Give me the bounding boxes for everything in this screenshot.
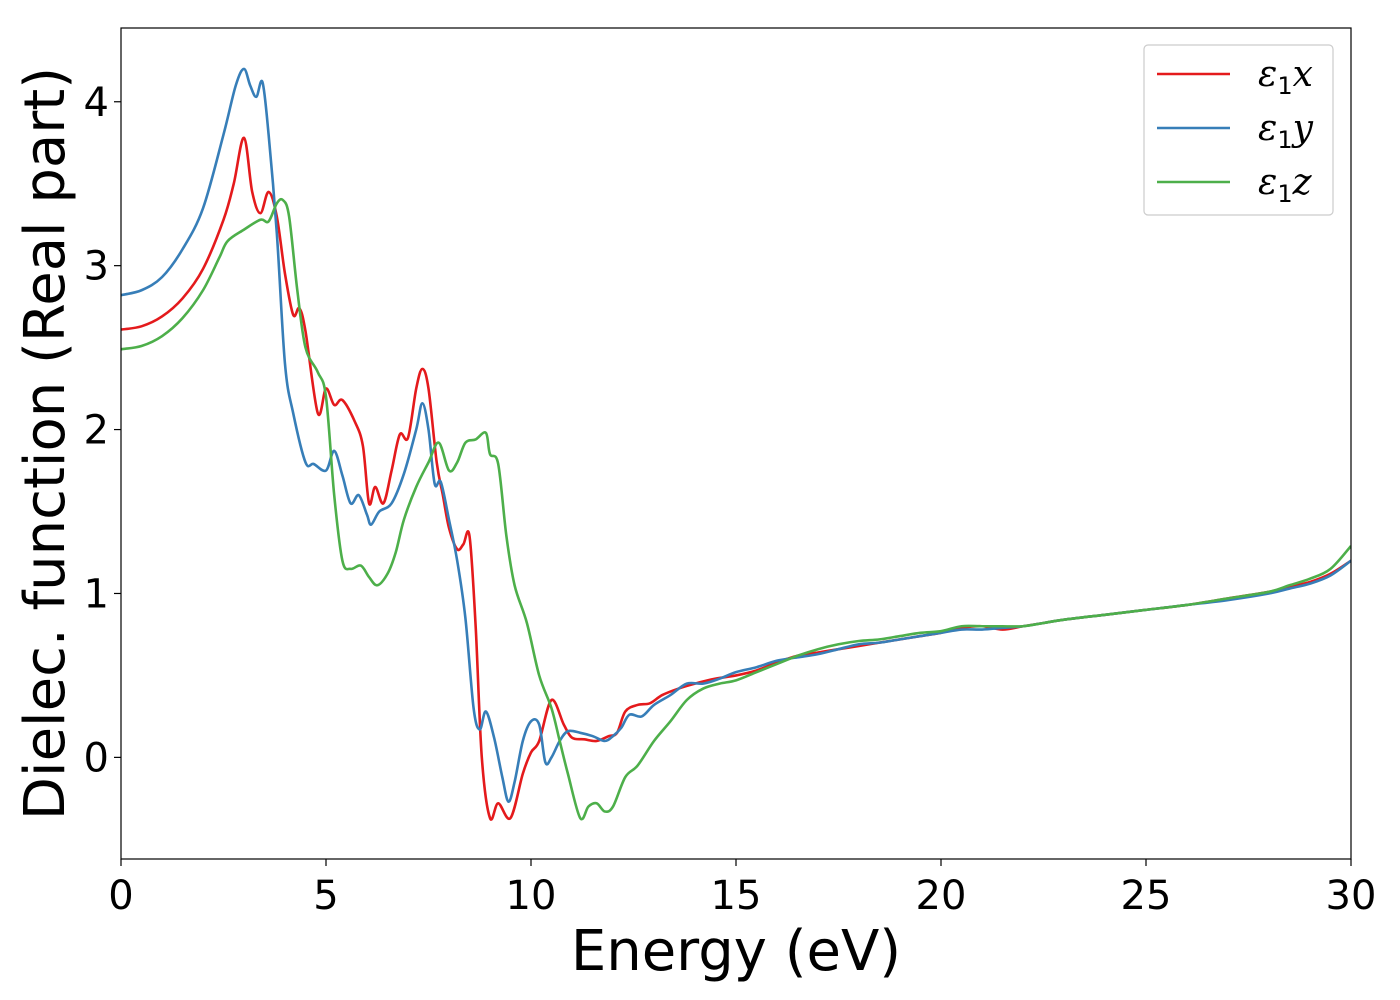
x-tick-label: 5 [313, 873, 338, 919]
y-tick-label: 3 [84, 244, 109, 290]
series-line-z [121, 197, 1351, 821]
legend-label-y: ε1y [1258, 108, 1314, 154]
x-tick-label: 30 [1326, 873, 1377, 919]
legend: ε1x ε1y ε1z [1143, 44, 1334, 216]
x-tick-label: 15 [711, 873, 762, 919]
y-tick-label: 2 [84, 408, 109, 454]
series-line-x [121, 136, 1351, 821]
series-line-y [121, 67, 1351, 803]
y-tick-label: 4 [84, 80, 109, 126]
x-tick-label: 0 [108, 873, 133, 919]
y-axis-label: Dielec. function (Real part) [13, 67, 78, 820]
legend-label-x: ε1x [1258, 54, 1313, 100]
legend-label-z: ε1z [1258, 162, 1313, 208]
y-tick-label: 0 [84, 735, 109, 781]
x-axis-label: Energy (eV) [571, 919, 901, 984]
legend-box [1143, 44, 1334, 216]
x-tick-label: 20 [916, 873, 967, 919]
ticks-layer: 0 5 10 15 20 25 30 0 1 2 3 4 [84, 80, 1377, 919]
y-tick-label: 1 [84, 571, 109, 617]
x-tick-label: 10 [506, 873, 557, 919]
x-tick-label: 25 [1121, 873, 1172, 919]
series-layer [121, 67, 1351, 821]
